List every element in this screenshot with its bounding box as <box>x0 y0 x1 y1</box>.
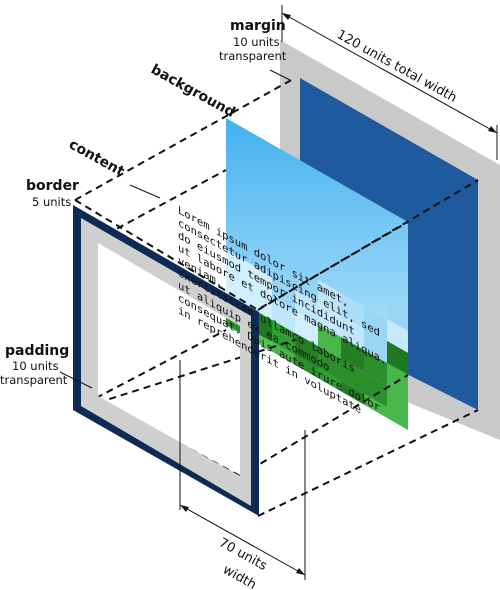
mosaic-tile <box>295 333 318 368</box>
padding-sub-2: transparent <box>0 373 68 387</box>
mosaic-tile <box>341 359 364 394</box>
mosaic-tile <box>341 447 364 482</box>
margin-sub-2: transparent <box>219 49 287 63</box>
mosaic-tile <box>387 319 408 354</box>
mosaic-tile <box>226 272 249 307</box>
mosaic-tile <box>364 460 387 495</box>
mosaic-tile <box>387 451 410 486</box>
padding-title: padding <box>5 343 69 359</box>
mosaic-tile <box>272 430 295 465</box>
mosaic-tile <box>364 328 387 363</box>
mosaic-tile <box>249 263 272 298</box>
margin-sub-1: 10 units <box>233 35 280 49</box>
mosaic-tile <box>387 429 408 430</box>
mosaic-tile <box>364 416 387 430</box>
mosaic-tile <box>387 407 408 430</box>
mosaic-tile <box>295 421 318 430</box>
mosaic-tile <box>387 297 408 332</box>
mosaic-tile <box>364 306 387 341</box>
mosaic-tile <box>272 320 295 355</box>
mosaic-tile <box>341 315 364 350</box>
mosaic-tile <box>387 341 408 376</box>
mosaic-tile <box>295 289 318 324</box>
mosaic-tile <box>318 434 341 469</box>
mosaic-tile <box>272 408 295 430</box>
mosaic-tile <box>318 456 341 491</box>
border-sub-1: 5 units <box>32 195 71 209</box>
border-title: border <box>26 178 79 194</box>
mosaic-tile <box>318 346 341 381</box>
mosaic-tile <box>295 443 318 478</box>
mosaic-tile <box>318 324 341 359</box>
mosaic-tile <box>341 337 364 372</box>
mosaic-tile <box>387 495 410 530</box>
padding-sub-1: 10 units <box>12 359 59 373</box>
mosaic-tile <box>364 482 387 517</box>
mosaic-tile <box>387 473 410 508</box>
mosaic-tile <box>295 399 318 430</box>
background-title: background <box>148 62 238 121</box>
mosaic-tile <box>364 350 387 385</box>
mosaic-tile <box>318 302 341 337</box>
mosaic-tile <box>226 250 249 285</box>
mosaic-tile <box>387 385 408 420</box>
mosaic-tile <box>295 311 318 346</box>
mosaic-tile <box>341 293 364 328</box>
mosaic-tile <box>341 425 364 430</box>
mosaic-tile <box>249 285 272 320</box>
mosaic-tile <box>318 280 341 315</box>
margin-leader <box>269 69 291 81</box>
padding-leader <box>59 371 93 389</box>
padding-frame <box>80 212 252 510</box>
mosaic-tile <box>364 438 387 473</box>
mosaic-tile <box>272 386 295 421</box>
content-leader <box>129 184 161 199</box>
margin-title: margin <box>230 18 286 34</box>
mosaic-tile <box>364 372 387 407</box>
content-title: content <box>66 137 127 181</box>
mosaic-tile <box>272 298 295 333</box>
